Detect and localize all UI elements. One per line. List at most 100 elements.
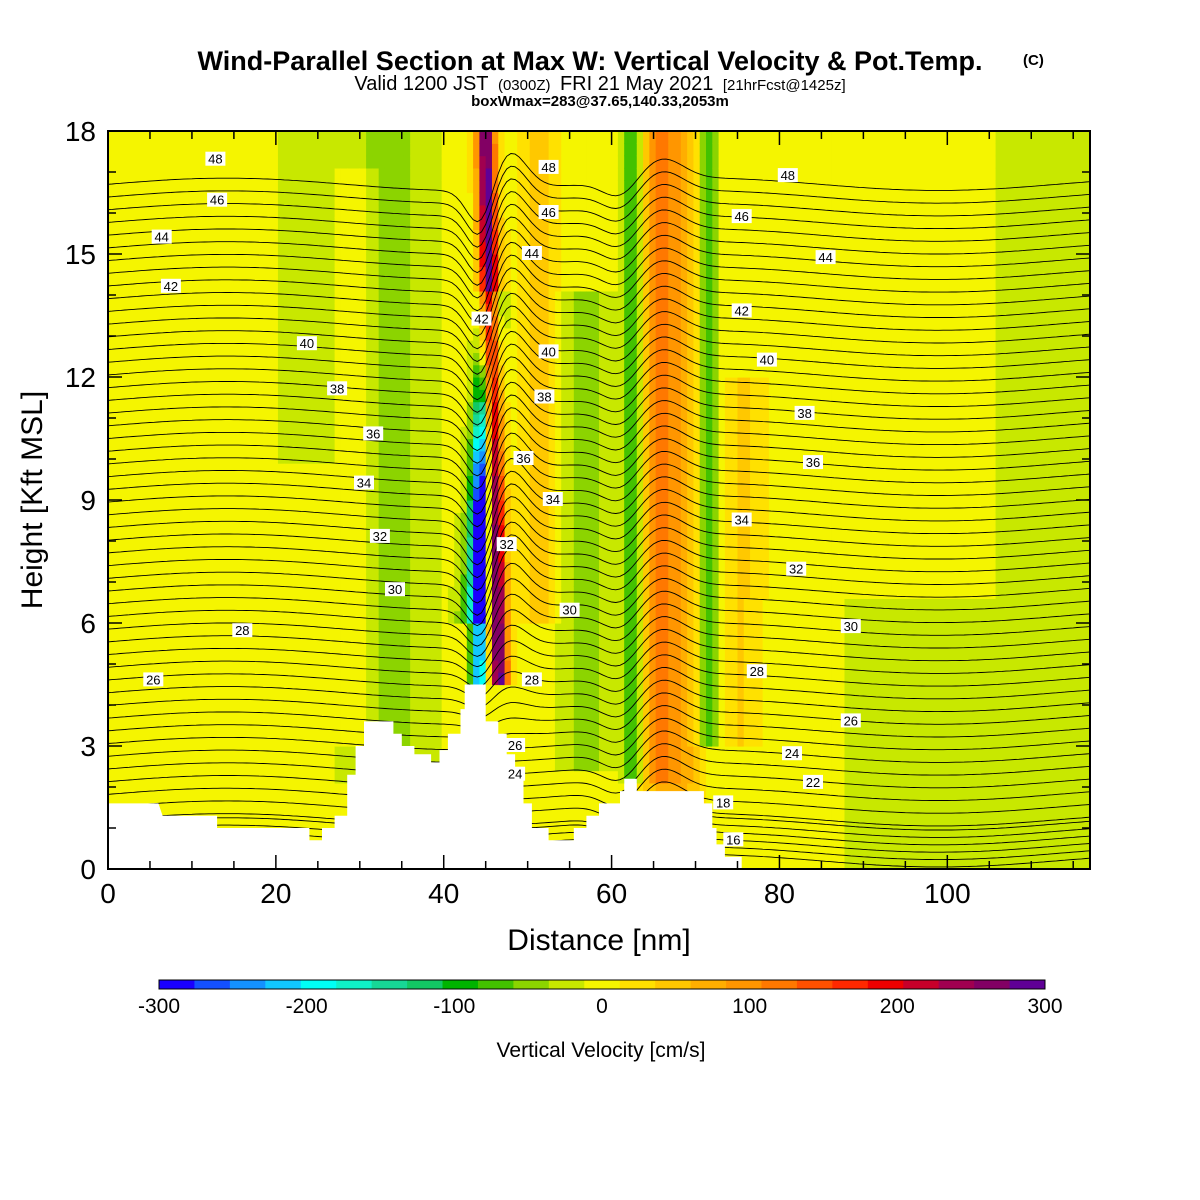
field-cell bbox=[517, 475, 525, 489]
field-cell bbox=[170, 352, 178, 366]
field-cell bbox=[523, 229, 531, 243]
field-cell bbox=[322, 475, 329, 489]
field-cell bbox=[340, 204, 348, 218]
field-cell bbox=[246, 401, 254, 415]
field-cell bbox=[353, 536, 361, 550]
field-cell bbox=[466, 610, 474, 624]
field-cell bbox=[485, 389, 493, 403]
field-cell bbox=[227, 401, 235, 415]
field-cell bbox=[473, 475, 480, 489]
field-cell bbox=[309, 770, 317, 784]
field-cell bbox=[359, 463, 367, 476]
field-cell bbox=[108, 672, 115, 686]
field-cell bbox=[309, 155, 317, 169]
field-cell bbox=[548, 524, 556, 538]
field-cell bbox=[347, 131, 355, 144]
field-cell bbox=[259, 672, 266, 686]
field-cell bbox=[259, 782, 266, 796]
field-cell bbox=[340, 598, 348, 612]
field-cell bbox=[372, 167, 380, 181]
field-cell bbox=[252, 155, 260, 169]
field-cell bbox=[347, 204, 355, 218]
field-cell bbox=[460, 192, 468, 206]
field-cell bbox=[561, 487, 569, 501]
field-cell bbox=[315, 413, 323, 427]
field-cell bbox=[554, 512, 562, 526]
field-cell bbox=[208, 217, 216, 230]
field-cell bbox=[548, 512, 556, 526]
field-cell bbox=[498, 290, 506, 304]
field-cell bbox=[322, 401, 329, 415]
field-cell bbox=[202, 192, 210, 206]
field-cell bbox=[485, 290, 493, 304]
field-cell bbox=[410, 413, 418, 427]
field-cell bbox=[322, 598, 329, 612]
field-cell bbox=[447, 696, 455, 710]
field-cell bbox=[233, 549, 241, 563]
field-cell bbox=[429, 254, 436, 267]
field-cell bbox=[580, 561, 588, 575]
field-cell bbox=[586, 229, 594, 243]
field-cell bbox=[196, 672, 204, 686]
field-cell bbox=[403, 377, 411, 390]
field-cell bbox=[599, 377, 606, 390]
field-cell bbox=[542, 684, 550, 698]
field-cell bbox=[548, 500, 556, 513]
field-cell bbox=[567, 536, 575, 550]
field-cell bbox=[510, 549, 518, 563]
field-cell bbox=[265, 758, 273, 772]
field-cell bbox=[372, 131, 380, 144]
field-cell bbox=[523, 315, 531, 329]
field-cell bbox=[573, 733, 581, 747]
field-cell bbox=[108, 659, 115, 673]
field-cell bbox=[498, 389, 506, 403]
field-cell bbox=[592, 709, 600, 722]
field-cell bbox=[517, 598, 525, 612]
field-cell bbox=[403, 586, 411, 599]
field-cell bbox=[189, 155, 197, 169]
field-cell bbox=[271, 377, 279, 390]
field-cell bbox=[441, 709, 449, 722]
field-cell bbox=[208, 290, 216, 304]
field-cell bbox=[177, 217, 185, 230]
field-cell bbox=[108, 549, 115, 563]
field-cell bbox=[183, 647, 191, 661]
field-cell bbox=[183, 635, 191, 649]
field-cell bbox=[542, 795, 550, 809]
field-cell bbox=[359, 413, 367, 427]
field-cell bbox=[479, 500, 487, 513]
field-cell bbox=[277, 500, 285, 513]
field-cell bbox=[252, 204, 260, 218]
field-cell bbox=[561, 500, 569, 513]
field-cell bbox=[466, 475, 474, 489]
field-cell bbox=[126, 623, 134, 636]
field-cell bbox=[152, 413, 159, 427]
field-cell bbox=[517, 204, 525, 218]
field-cell bbox=[384, 155, 392, 169]
field-cell bbox=[617, 229, 625, 243]
field-cell bbox=[372, 217, 380, 230]
field-cell bbox=[334, 217, 342, 230]
field-cell bbox=[580, 795, 588, 809]
field-cell bbox=[567, 192, 575, 206]
field-cell bbox=[114, 536, 122, 550]
field-cell bbox=[277, 254, 285, 267]
field-cell bbox=[403, 241, 411, 255]
field-cell bbox=[240, 635, 248, 649]
field-cell bbox=[114, 598, 122, 612]
field-cell bbox=[359, 573, 367, 587]
field-cell bbox=[177, 377, 185, 390]
field-cell bbox=[271, 672, 279, 686]
field-cell bbox=[334, 672, 342, 686]
field-cell bbox=[252, 598, 260, 612]
field-cell bbox=[372, 364, 380, 378]
field-cell bbox=[542, 217, 550, 230]
field-cell bbox=[554, 733, 562, 747]
field-cell bbox=[252, 512, 260, 526]
field-cell bbox=[491, 475, 499, 489]
field-cell bbox=[296, 647, 304, 661]
field-cell bbox=[303, 401, 311, 415]
valid-date: FRI 21 May 2021 bbox=[560, 73, 713, 95]
field-cell bbox=[240, 672, 248, 686]
field-cell bbox=[491, 684, 499, 698]
